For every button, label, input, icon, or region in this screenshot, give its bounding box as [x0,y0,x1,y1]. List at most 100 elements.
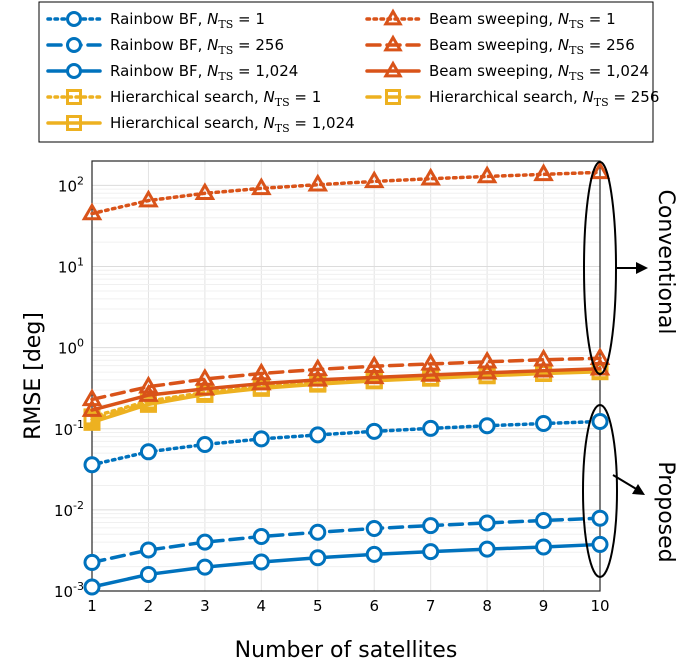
legend-marker [66,115,82,131]
data-point [196,533,214,551]
series-8 [81,357,611,417]
x-tick-label: 3 [200,597,210,615]
data-point [535,538,553,556]
data-point [83,578,101,596]
legend-label: Hierarchical search, NTS = 1 [110,88,321,109]
legend-marker [66,37,82,53]
x-tick-label: 10 [590,597,609,615]
data-point [251,362,272,381]
x-tick-label: 4 [257,597,267,615]
data-point [138,375,159,394]
series-7 [81,347,611,407]
annotations: Conventional Proposed [582,161,678,578]
data-point [478,514,496,532]
data-point [194,377,216,396]
grid [91,160,601,592]
legend-entry: Beam sweeping, NTS = 1 [365,8,616,31]
legend-marker [383,60,403,78]
data-point [196,558,214,576]
data-point [363,170,385,189]
series-5 [83,363,609,431]
x-tick-label: 9 [539,597,549,615]
data-point [422,419,440,437]
legend-label: Hierarchical search, NTS = 1,024 [110,114,355,135]
legend-label: Rainbow BF, NTS = 256 [110,36,284,57]
data-point [81,399,103,417]
legend-marker [66,63,82,79]
data-point [363,366,385,385]
data-point [476,361,498,380]
data-point [420,363,441,382]
y-tick-label: 101 [58,256,84,277]
data-point [365,545,383,563]
x-tick-label: 6 [369,597,379,615]
legend-entry: Rainbow BF, NTS = 1 [46,10,265,31]
legend-entry: Rainbow BF, NTS = 1,024 [46,62,298,83]
axis-ticks: 1 2 3 4 5 6 7 8 9 10 10-3 10-2 10-1 100 101 102 [54,174,610,615]
legend-entry: Hierarchical search, NTS = 1 [46,88,321,109]
series-0 [83,412,609,474]
data-point [307,368,329,387]
proposed-ellipse [582,404,618,578]
data-point [591,509,609,527]
series-layer [81,161,611,596]
data-point [138,189,159,208]
data-point [139,395,157,413]
data-point [365,519,383,537]
data-point [83,553,101,571]
series-line [90,369,602,425]
proposed-arrowhead [632,484,645,495]
series-line [90,356,602,402]
series-1 [83,509,609,571]
legend-label: Beam sweeping, NTS = 256 [429,36,635,57]
y-tick-label: 100 [58,337,84,358]
legend-label: Hierarchical search, NTS = 256 [429,88,659,109]
y-tick-label: 10-2 [54,499,84,520]
x-tick-label: 8 [482,597,492,615]
data-point [138,384,159,402]
conventional-arrowhead [636,262,648,274]
data-point [196,435,214,453]
data-point [139,443,157,461]
x-tick-label: 5 [313,597,323,615]
legend-label: Beam sweeping, NTS = 1,024 [429,62,649,83]
data-point [252,430,270,448]
data-point [309,549,327,567]
legend-entry: Beam sweeping, NTS = 256 [365,34,635,57]
x-tick-label: 7 [426,597,436,615]
data-point [591,535,609,553]
legend-entry: Beam sweeping, NTS = 1,024 [365,60,649,83]
data-point [83,456,101,474]
y-tick-label: 10-1 [54,418,84,439]
legend-marker [385,89,401,105]
series-6 [81,161,611,221]
data-point [194,182,216,201]
data-point [535,511,553,529]
series-line [90,419,602,467]
data-point [139,541,157,559]
y-tick-label: 10-3 [54,580,84,601]
legend: Rainbow BF, NTS = 1 Beam sweeping, NTS = … [38,1,659,143]
data-point [422,517,440,535]
data-point [420,167,441,186]
data-point [309,523,327,541]
data-point [535,415,553,433]
series-line [90,516,602,565]
y-axis-label: RMSE [deg] [21,312,46,440]
data-point [252,553,270,571]
legend-entry: Hierarchical search, NTS = 1,024 [46,114,355,135]
data-point [309,426,327,444]
legend-marker [66,89,82,105]
legend-label: Beam sweeping, NTS = 1 [429,10,616,31]
data-point [251,372,272,391]
series-line [90,366,602,412]
legend-marker [383,8,403,26]
data-point [251,177,272,196]
data-point [252,527,270,545]
conventional-label: Conventional [653,190,678,335]
series-2 [83,535,609,596]
legend-entry: Hierarchical search, NTS = 256 [365,88,659,109]
data-point [365,422,383,440]
y-tick-label: 102 [58,174,84,195]
